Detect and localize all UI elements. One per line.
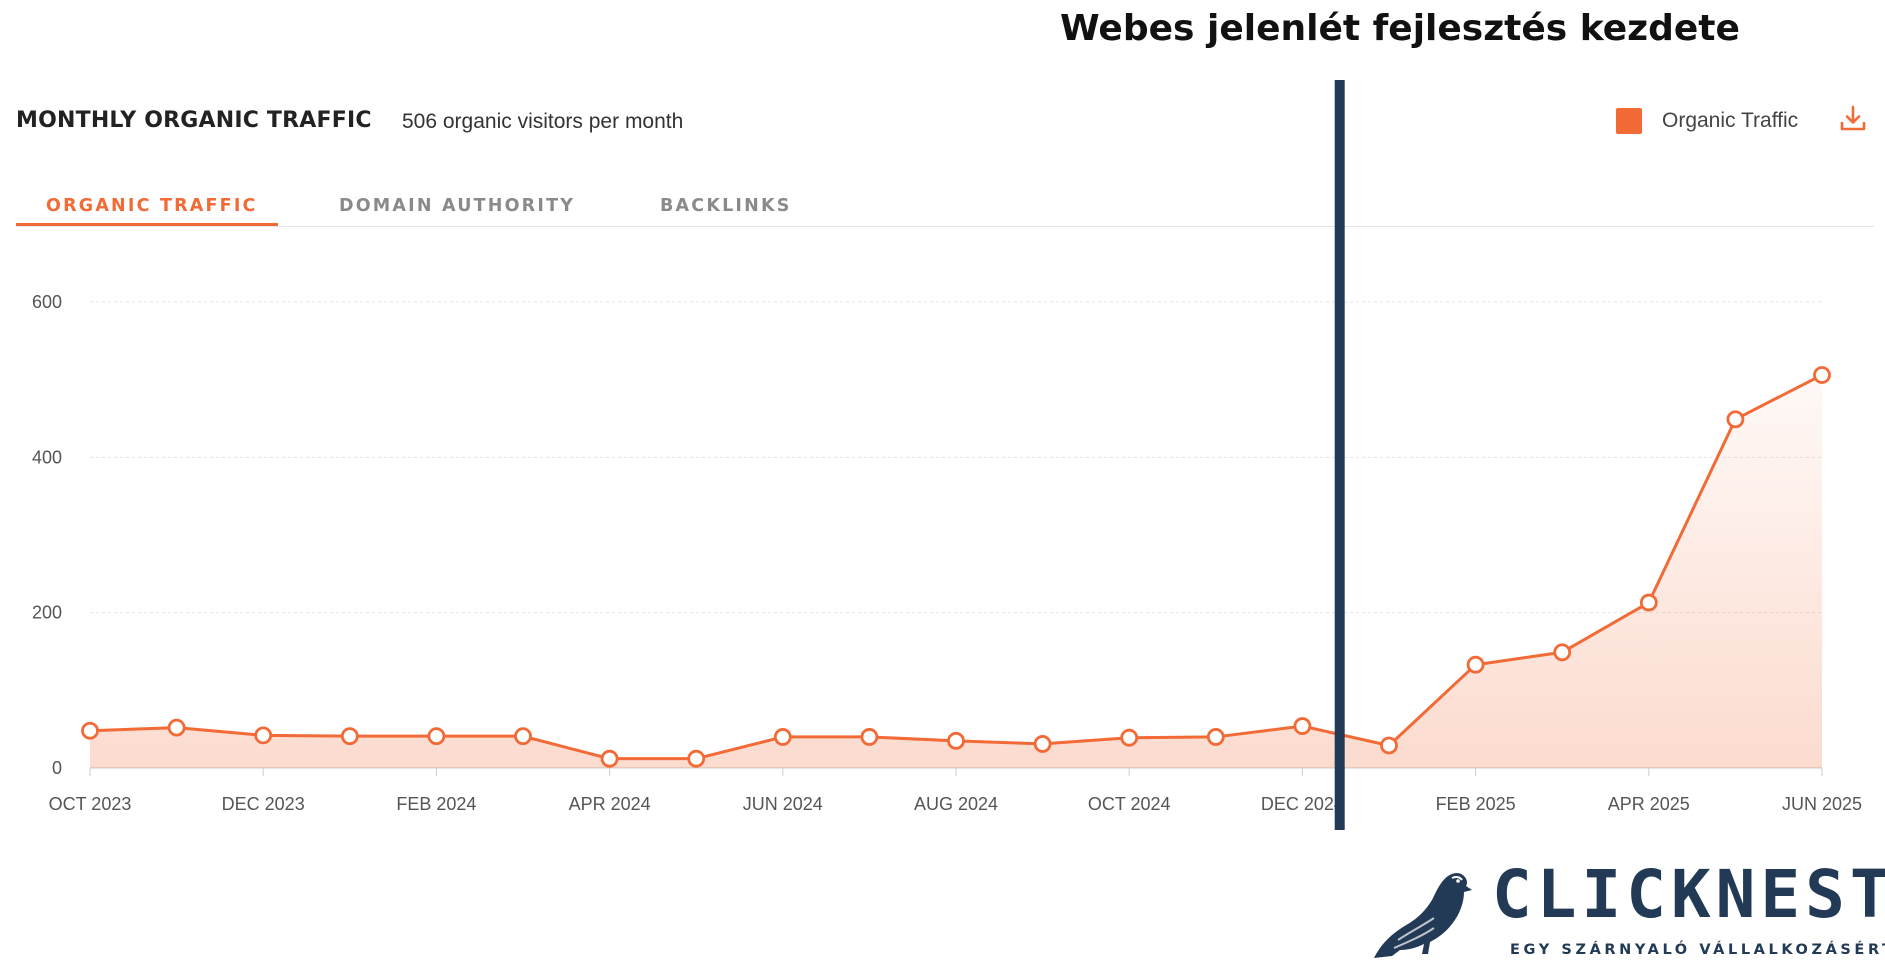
data-point[interactable]	[600, 749, 619, 768]
x-tick-label: AUG 2024	[914, 794, 998, 814]
x-tick-label: OCT 2024	[1088, 794, 1171, 814]
active-tab-underline	[16, 223, 278, 226]
data-point[interactable]	[1639, 593, 1658, 612]
annotation-title: Webes jelenlét fejlesztés kezdete	[1060, 8, 1740, 49]
data-point[interactable]	[1553, 643, 1572, 662]
x-tick-label: JUN 2024	[743, 794, 823, 814]
x-tick-label: DEC 2023	[222, 794, 305, 814]
data-point[interactable]	[254, 726, 273, 745]
x-tick-label: APR 2024	[569, 794, 651, 814]
data-point[interactable]	[81, 721, 99, 740]
x-tick-label: FEB 2024	[396, 794, 476, 814]
organic-traffic-chart: 0 200 400 600 OCT 2023 DEC 2023 FEB 2024 APR 2…	[32, 80, 1862, 830]
widget-subtitle: 506 organic visitors per month	[402, 110, 684, 133]
tab-organic-traffic[interactable]: ORGANIC TRAFFIC	[46, 196, 258, 216]
data-point[interactable]	[1466, 655, 1485, 674]
x-tick-label: OCT 2023	[49, 794, 132, 814]
data-point[interactable]	[1293, 717, 1312, 735]
widget-title: MONTHLY ORGANIC TRAFFIC	[16, 108, 372, 133]
x-tick-label: FEB 2025	[1436, 794, 1516, 814]
data-point[interactable]	[1380, 736, 1398, 755]
data-point[interactable]	[687, 749, 706, 768]
data-point[interactable]	[1813, 366, 1831, 384]
y-tick-label: 0	[52, 758, 62, 778]
legend-label: Organic Traffic	[1662, 109, 1799, 132]
series-organic-traffic	[89, 373, 1823, 768]
x-tick-label: DEC 2024	[1261, 794, 1344, 814]
y-tick-label: 400	[32, 447, 62, 467]
brand-logo-text: CLICKNEST	[1492, 856, 1885, 933]
data-point[interactable]	[1206, 728, 1225, 746]
download-icon[interactable]	[1838, 104, 1868, 134]
data-point[interactable]	[1033, 735, 1052, 753]
chart-legend: Organic Traffic	[1616, 108, 1798, 134]
data-points	[81, 366, 1831, 768]
data-point[interactable]	[1726, 410, 1745, 429]
x-tick-label: JUN 2025	[1782, 794, 1862, 814]
data-point[interactable]	[947, 731, 965, 750]
y-tick-label: 600	[32, 292, 62, 312]
y-tick-label: 200	[32, 603, 62, 623]
brand-tagline: EGY SZÁRNYALÓ VÁLLALKOZÁSÉRT	[1510, 942, 1885, 958]
y-axis: 0 200 400 600	[32, 292, 62, 778]
tab-domain-authority[interactable]: DOMAIN AUTHORITY	[339, 196, 576, 216]
data-point[interactable]	[514, 727, 532, 746]
data-point[interactable]	[427, 727, 446, 746]
data-point[interactable]	[773, 728, 792, 746]
annotation-marker	[1334, 80, 1345, 830]
data-point[interactable]	[340, 727, 359, 746]
falcon-logo-icon	[1368, 862, 1488, 967]
tab-backlinks[interactable]: BACKLINKS	[660, 196, 792, 216]
data-point[interactable]	[1120, 728, 1139, 747]
data-point[interactable]	[167, 718, 186, 737]
data-point[interactable]	[860, 728, 879, 746]
x-axis: OCT 2023 DEC 2023 FEB 2024 APR 2024 JUN 2024…	[49, 768, 1862, 814]
chart-tabs: ORGANIC TRAFFIC DOMAIN AUTHORITY BACKLIN…	[16, 190, 1874, 227]
legend-swatch	[1616, 108, 1642, 134]
annotation-marker-line	[1334, 80, 1345, 830]
x-tick-label: APR 2025	[1608, 794, 1690, 814]
series-area	[90, 375, 1822, 768]
